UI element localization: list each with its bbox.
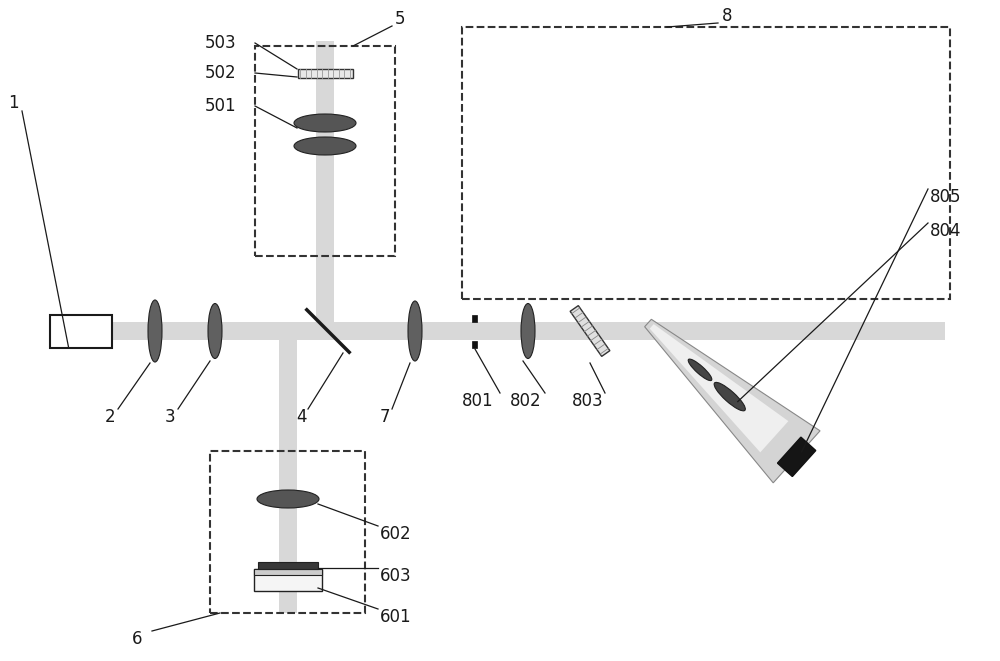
Bar	[254, 569, 322, 575]
Ellipse shape	[688, 359, 712, 381]
Text: 801: 801	[462, 392, 494, 410]
Text: 6: 6	[132, 630, 143, 648]
Text: 5: 5	[395, 10, 406, 28]
Ellipse shape	[408, 301, 422, 361]
Text: 603: 603	[380, 567, 412, 585]
Text: 805: 805	[930, 188, 962, 206]
Text: 1: 1	[8, 94, 19, 112]
Text: 4: 4	[296, 408, 306, 426]
Text: 2: 2	[105, 408, 116, 426]
Text: 803: 803	[572, 392, 604, 410]
Ellipse shape	[294, 137, 356, 155]
Ellipse shape	[148, 300, 162, 362]
Polygon shape	[777, 437, 816, 477]
Text: 804: 804	[930, 222, 962, 240]
Bar	[472, 340, 478, 348]
Text: 3: 3	[165, 408, 176, 426]
Polygon shape	[112, 322, 945, 340]
Text: 802: 802	[510, 392, 542, 410]
Bar	[462, 27, 950, 299]
Ellipse shape	[521, 303, 535, 358]
Text: 601: 601	[380, 608, 412, 626]
Text: 7: 7	[380, 408, 390, 426]
Polygon shape	[645, 319, 820, 483]
Bar	[50, 315, 112, 348]
Bar	[254, 569, 322, 591]
Polygon shape	[650, 324, 788, 452]
Ellipse shape	[257, 490, 319, 508]
Text: 502: 502	[205, 64, 237, 82]
Polygon shape	[570, 305, 610, 356]
Bar	[255, 46, 395, 256]
Text: 503: 503	[205, 34, 237, 52]
Bar	[258, 562, 318, 569]
Ellipse shape	[294, 114, 356, 132]
Bar	[472, 315, 478, 321]
Bar	[298, 69, 352, 77]
Polygon shape	[316, 41, 334, 331]
Text: 8: 8	[722, 7, 732, 25]
Ellipse shape	[714, 382, 745, 411]
Text: 602: 602	[380, 525, 412, 543]
Ellipse shape	[208, 303, 222, 358]
Polygon shape	[279, 331, 297, 613]
Text: 501: 501	[205, 97, 237, 115]
Bar	[210, 451, 365, 613]
